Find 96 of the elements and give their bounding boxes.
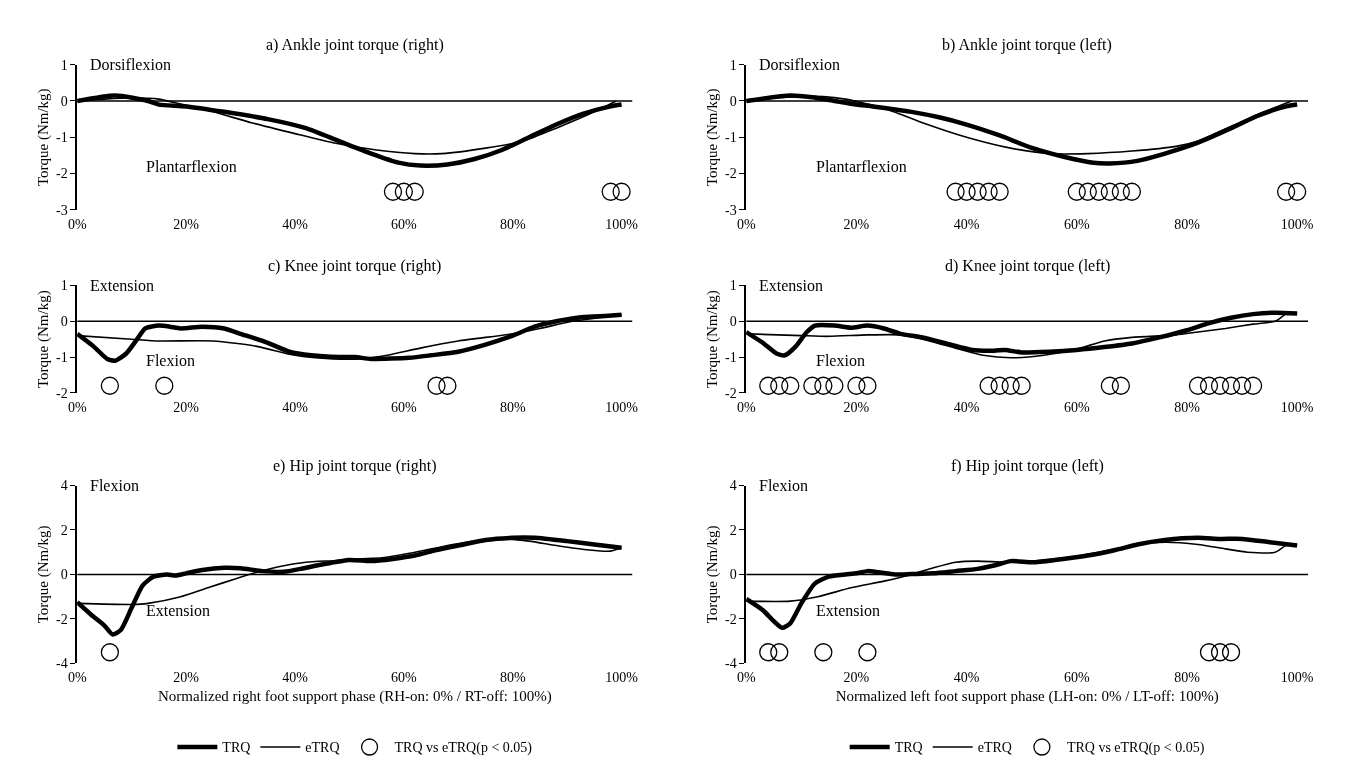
y-axis-title: Torque (Nm/kg) bbox=[34, 290, 52, 389]
x-tick-label: 40% bbox=[953, 216, 980, 232]
chart-title: c) Knee joint torque (right) bbox=[268, 257, 442, 275]
legend-label: TRQ vs eTRQ(p < 0.05) bbox=[394, 740, 533, 757]
x-tick-label: 0% bbox=[736, 670, 756, 686]
chart-title: b) Ankle joint torque (left) bbox=[942, 36, 1112, 54]
y-tick-label: 1 bbox=[729, 278, 737, 294]
x-tick-label: 60% bbox=[391, 670, 417, 686]
annotation: Plantarflexion bbox=[816, 158, 907, 175]
y-tick-label: -3 bbox=[724, 202, 737, 218]
annotation: Flexion bbox=[146, 352, 195, 369]
y-tick-label: -1 bbox=[55, 349, 68, 365]
legend-label: eTRQ bbox=[977, 740, 1012, 756]
x-tick-label: 60% bbox=[1063, 216, 1090, 232]
x-tick-label: 20% bbox=[173, 670, 200, 686]
annotation: Plantarflexion bbox=[146, 158, 237, 175]
x-tick-label: 20% bbox=[843, 670, 870, 686]
y-axis-title: Torque (Nm/kg) bbox=[703, 525, 721, 624]
y-tick-label: 1 bbox=[729, 57, 737, 73]
x-tick-label: 100% bbox=[605, 216, 639, 232]
annotation: Flexion bbox=[759, 477, 808, 494]
x-tick-label: 0% bbox=[736, 216, 756, 232]
x-tick-label: 0% bbox=[67, 399, 87, 415]
annotation: Dorsiflexion bbox=[90, 56, 171, 73]
x-tick-label: 60% bbox=[391, 399, 417, 415]
y-tick-label: -2 bbox=[724, 166, 737, 182]
x-tick-label: 40% bbox=[953, 670, 980, 686]
x-tick-label: 40% bbox=[953, 399, 980, 415]
annotation: Extension bbox=[90, 277, 154, 294]
y-tick-label: -2 bbox=[724, 611, 737, 627]
legend-label: TRQ bbox=[222, 740, 251, 756]
x-tick-label: 80% bbox=[1174, 399, 1201, 415]
y-tick-label: -3 bbox=[55, 202, 68, 218]
chart-title: d) Knee joint torque (left) bbox=[945, 257, 1111, 275]
y-tick-label: 0 bbox=[60, 567, 68, 583]
chart-title: a) Ankle joint torque (right) bbox=[266, 36, 444, 54]
x-tick-label: 100% bbox=[605, 399, 639, 415]
x-tick-label: 100% bbox=[605, 670, 639, 686]
chart-title: f) Hip joint torque (left) bbox=[951, 457, 1104, 475]
annotation: Dorsiflexion bbox=[759, 56, 840, 73]
x-tick-label: 20% bbox=[173, 216, 200, 232]
y-tick-label: 1 bbox=[60, 278, 68, 294]
y-tick-label: 2 bbox=[729, 522, 737, 538]
y-tick-label: -4 bbox=[55, 656, 68, 672]
x-axis-title: Normalized left foot support phase (LH-on: 0% / LT-off: 100%) bbox=[835, 688, 1219, 706]
y-tick-label: -1 bbox=[724, 130, 737, 146]
y-tick-label: -2 bbox=[55, 166, 68, 182]
y-tick-label: 0 bbox=[60, 93, 68, 109]
y-tick-label: 2 bbox=[60, 522, 68, 538]
y-axis-title: Torque (Nm/kg) bbox=[703, 88, 721, 187]
annotation: Flexion bbox=[90, 477, 139, 494]
x-tick-label: 100% bbox=[1280, 216, 1314, 232]
y-tick-label: -1 bbox=[724, 349, 737, 365]
x-tick-label: 60% bbox=[1063, 399, 1090, 415]
y-axis-title: Torque (Nm/kg) bbox=[703, 290, 721, 389]
x-tick-label: 80% bbox=[499, 216, 526, 232]
y-axis-title: Torque (Nm/kg) bbox=[34, 525, 52, 624]
x-tick-label: 40% bbox=[282, 399, 309, 415]
y-tick-label: 1 bbox=[60, 57, 68, 73]
y-tick-label: -2 bbox=[724, 385, 737, 401]
y-tick-label: 0 bbox=[729, 567, 737, 583]
y-tick-label: 0 bbox=[60, 314, 68, 330]
legend-label: TRQ bbox=[894, 740, 923, 756]
x-tick-label: 0% bbox=[736, 399, 756, 415]
x-tick-label: 20% bbox=[843, 216, 870, 232]
annotation: Extension bbox=[816, 602, 880, 619]
x-tick-label: 100% bbox=[1280, 670, 1314, 686]
annotation: Extension bbox=[146, 602, 210, 619]
y-tick-label: 0 bbox=[729, 93, 737, 109]
x-tick-label: 20% bbox=[173, 399, 200, 415]
x-tick-label: 0% bbox=[67, 670, 87, 686]
x-tick-label: 100% bbox=[1280, 399, 1314, 415]
legend-label: eTRQ bbox=[305, 740, 340, 756]
x-tick-label: 60% bbox=[391, 216, 417, 232]
y-tick-label: 4 bbox=[729, 478, 737, 494]
x-tick-label: 80% bbox=[1174, 216, 1201, 232]
legend-label: TRQ vs eTRQ(p < 0.05) bbox=[1066, 740, 1205, 757]
x-tick-label: 60% bbox=[1063, 670, 1090, 686]
x-axis-title: Normalized right foot support phase (RH-on: 0% / RT-off: 100%) bbox=[158, 688, 552, 706]
x-tick-label: 40% bbox=[282, 216, 309, 232]
chart-title: e) Hip joint torque (right) bbox=[273, 457, 437, 475]
y-tick-label: 0 bbox=[729, 314, 737, 330]
annotation: Extension bbox=[759, 277, 823, 294]
y-tick-label: -1 bbox=[55, 130, 68, 146]
x-tick-label: 0% bbox=[67, 216, 87, 232]
y-tick-label: -2 bbox=[55, 611, 68, 627]
y-tick-label: 4 bbox=[60, 478, 68, 494]
x-tick-label: 80% bbox=[499, 399, 526, 415]
x-tick-label: 20% bbox=[843, 399, 870, 415]
annotation: Flexion bbox=[816, 352, 865, 369]
y-tick-label: -2 bbox=[55, 385, 68, 401]
y-axis-title: Torque (Nm/kg) bbox=[34, 88, 52, 187]
y-tick-label: -4 bbox=[724, 656, 737, 672]
x-tick-label: 80% bbox=[1174, 670, 1201, 686]
x-tick-label: 40% bbox=[282, 670, 309, 686]
x-tick-label: 80% bbox=[499, 670, 526, 686]
